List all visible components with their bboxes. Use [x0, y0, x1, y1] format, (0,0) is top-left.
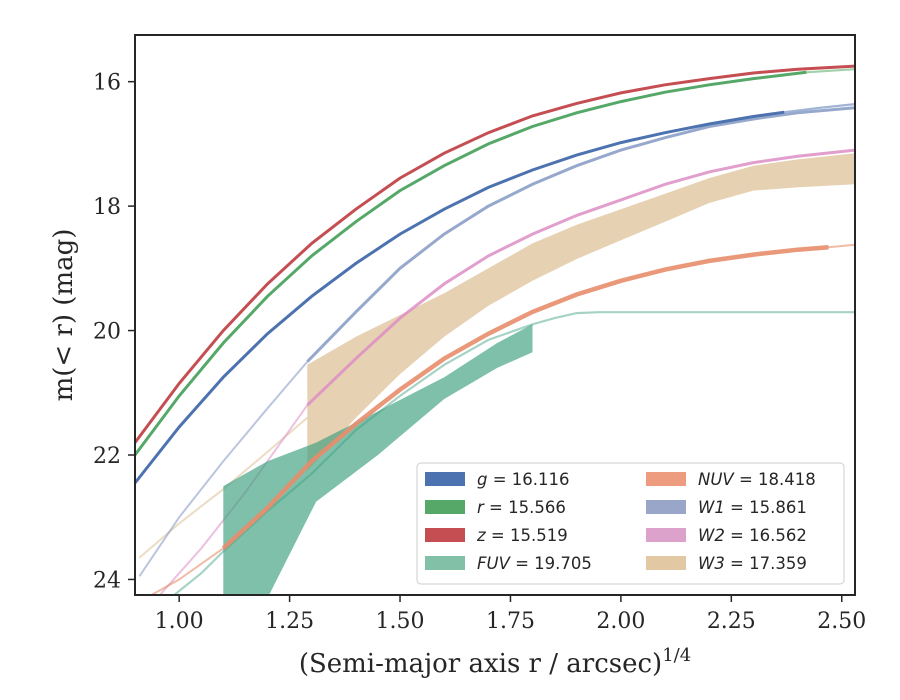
legend-swatch: [646, 556, 686, 570]
x-tick-label: 2.50: [817, 609, 866, 634]
legend-item: r = 15.566: [425, 498, 566, 517]
legend-swatch: [646, 528, 686, 542]
y-axis-label: m(< r) (mag): [49, 229, 79, 402]
y-tick-label: 20: [93, 320, 121, 345]
legend-label: FUV = 19.705: [477, 554, 592, 573]
x-tick-label: 1.25: [265, 609, 314, 634]
legend-swatch: [646, 472, 686, 486]
series-r-extension: [806, 68, 855, 74]
series-r-line: [135, 70, 807, 456]
legend: g = 16.116 r = 15.566 z = 15.519 FUV = 19.7…: [416, 462, 845, 585]
legend-item: NUV = 18.418: [646, 470, 816, 489]
legend-swatch: [425, 556, 465, 570]
series-g-extension: [784, 103, 855, 114]
series-w2-line: [306, 148, 855, 407]
series-w3-band: [307, 153, 855, 471]
legend-swatch: [425, 500, 465, 514]
x-axis-label: (Semi-major axis r / arcsec)1/4: [299, 645, 691, 679]
series-g-line: [135, 110, 785, 484]
legend-swatch: [425, 528, 465, 542]
x-tick-label: 2.00: [596, 609, 645, 634]
legend-item: g = 16.116: [425, 470, 570, 489]
legend-label: r = 15.566: [477, 498, 566, 517]
x-tick-label: 1.50: [376, 609, 425, 634]
legend-label: W1 = 15.861: [698, 498, 807, 517]
legend-label: W2 = 16.562: [698, 526, 807, 545]
x-tick-label: 1.75: [486, 609, 535, 634]
x-tick-label: 2.25: [707, 609, 756, 634]
legend-item: FUV = 19.705: [425, 554, 592, 573]
legend-item: W2 = 16.562: [646, 526, 807, 545]
series-z-line: [135, 64, 855, 444]
plot-area: [135, 64, 855, 595]
y-tick-label: 16: [93, 71, 121, 96]
legend-label: g = 16.116: [477, 470, 570, 489]
y-tick-label: 22: [93, 444, 121, 469]
legend-box: [416, 462, 845, 585]
legend-item: z = 15.519: [425, 526, 568, 545]
legend-label: NUV = 18.418: [698, 470, 816, 489]
legend-item: W3 = 17.359: [646, 554, 807, 573]
legend-label: z = 15.519: [476, 526, 568, 545]
series-w1-extension: [138, 361, 309, 577]
y-tick-label: 18: [93, 195, 121, 220]
legend-swatch: [646, 500, 686, 514]
axis-ticks: 1.00 1.25 1.50 1.75 2.00 2.25 2.50 16 18 20 22 24: [93, 71, 866, 634]
series-nuv-line: [221, 244, 829, 550]
series-nuv-extension-right: [828, 243, 855, 249]
legend-label: W3 = 17.359: [698, 554, 807, 573]
legend-item: W1 = 15.861: [646, 498, 807, 517]
series-w1-line: [306, 106, 855, 363]
legend-swatch: [425, 472, 465, 486]
series-nuv-extension: [149, 547, 224, 595]
series-fuv-band: [223, 324, 533, 595]
plot-frame: [134, 34, 856, 596]
y-tick-label: 24: [93, 568, 121, 593]
x-tick-label: 1.00: [155, 609, 204, 634]
